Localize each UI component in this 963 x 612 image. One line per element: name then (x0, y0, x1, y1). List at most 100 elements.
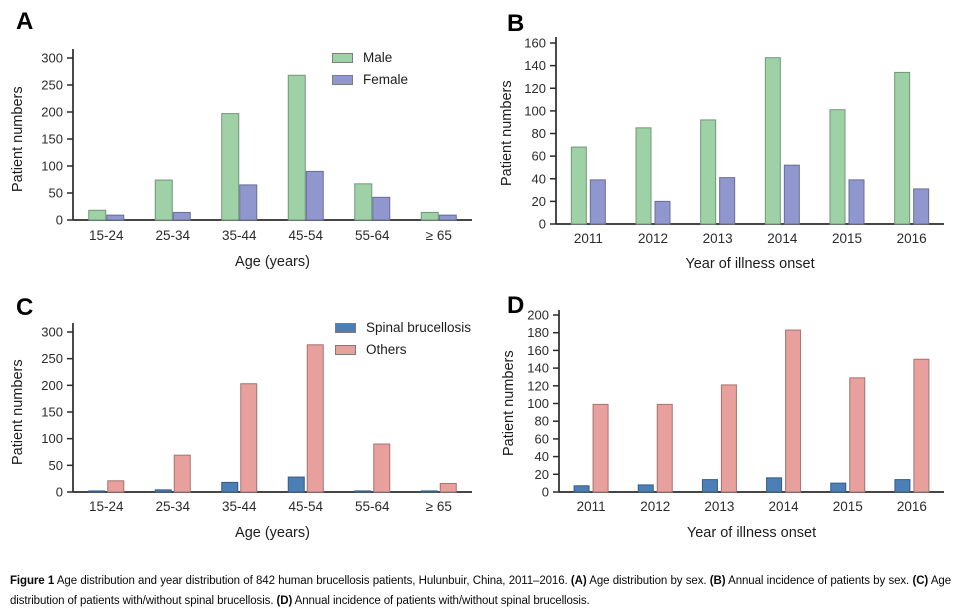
bar-female-2011 (589, 179, 606, 225)
x-tick-label: 2016 (897, 231, 927, 246)
bar-spinal-brucellosis-2011 (573, 485, 590, 493)
y-tick-label: 160 (524, 36, 546, 51)
x-axis-label: Age (years) (235, 525, 310, 541)
y-tick-label: 160 (527, 343, 549, 358)
x-tick-label: 15-24 (89, 228, 124, 243)
legend-item: Female (332, 72, 408, 87)
x-tick-label: 2012 (640, 499, 670, 514)
legend-item: Others (335, 342, 471, 357)
y-tick-label: 20 (535, 467, 549, 482)
figure-caption: Figure 1 Age distribution and year distr… (10, 572, 951, 612)
x-tick-label: 35-44 (222, 228, 257, 243)
x-tick-label: 2013 (703, 231, 733, 246)
x-tick-label: ≥ 65 (426, 228, 452, 243)
x-tick-label: 55-64 (355, 499, 390, 514)
y-tick-label: 60 (532, 149, 546, 164)
y-tick-label: 50 (49, 458, 63, 473)
x-tick-label: 15-24 (89, 499, 124, 514)
bar-male-2013 (700, 119, 717, 225)
x-tick-label: ≥ 65 (426, 499, 452, 514)
x-tick-label: 45-54 (288, 228, 323, 243)
bar-female-55-64 (372, 196, 391, 221)
bar-spinal-brucellosis-35-44 (221, 481, 239, 493)
y-tick-label: 0 (56, 485, 63, 500)
y-tick-label: 100 (41, 159, 63, 174)
legend-label: Others (366, 342, 407, 357)
bar-spinal-brucellosis-55-64 (354, 490, 372, 493)
y-tick-label: 150 (41, 405, 63, 420)
y-tick-label: 180 (527, 325, 549, 340)
bar-male-2014 (764, 57, 781, 225)
bar-chart-year-by-spinal: 0 20 40 60 80 100 120 140 160 180 200 2011 2012 2013 2… (527, 308, 944, 514)
x-tick-label: 2015 (833, 499, 863, 514)
bar-female-45-54 (305, 170, 324, 221)
bar-others-15-24 (107, 480, 125, 493)
caption-text-segment: Age distribution of patients with/withou… (10, 575, 951, 607)
panel-label-b: B (507, 10, 525, 37)
panel-label-c: C (16, 294, 34, 321)
legend: Male Female (332, 50, 408, 87)
y-tick-label: 120 (524, 81, 546, 96)
x-tick-label: 2011 (577, 499, 606, 514)
y-tick-label: 100 (524, 103, 546, 118)
x-tick-label: 2011 (574, 231, 603, 246)
caption-text-segment: Annual incidence of patients with/withou… (292, 594, 590, 607)
y-tick-label: 200 (41, 378, 63, 393)
y-tick-label: 100 (527, 396, 549, 411)
bar-female-2013 (719, 177, 736, 225)
bar-spinal-brucellosis-45-54 (287, 476, 305, 493)
bar-male-2012 (635, 127, 652, 225)
caption-bold-segment: (C) (912, 575, 929, 587)
x-axis-label: Year of illness onset (685, 256, 815, 272)
bar-spinal-brucellosis-2013 (701, 479, 718, 493)
bar-male--65 (420, 211, 439, 221)
panel-label-a: A (16, 8, 34, 35)
panel-label-d: D (507, 292, 525, 319)
bar-others--65 (439, 482, 457, 493)
y-tick-label: 200 (41, 105, 63, 120)
y-tick-label: 150 (41, 132, 63, 147)
legend-swatch-icon (335, 322, 356, 333)
bar-others-45-54 (306, 344, 324, 493)
bar-spinal-brucellosis-2014 (766, 477, 783, 493)
y-tick-label: 120 (527, 378, 549, 393)
bar-spinal-brucellosis-25-34 (154, 489, 172, 493)
bar-male-2016 (894, 71, 911, 225)
caption-text-segment: Annual incidence of patients by sex. (725, 575, 913, 587)
caption-text-segment: Age distribution and year distribution o… (54, 575, 571, 587)
y-tick-label: 200 (527, 308, 549, 323)
bar-others-2015 (849, 377, 866, 493)
panel-c: C Patient numbers 0 50 100 150 200 250 300 15-2… (0, 280, 481, 560)
bar-spinal-brucellosis-2015 (830, 482, 847, 493)
x-tick-label: 55-64 (355, 228, 390, 243)
y-tick-label: 140 (524, 58, 546, 73)
legend-swatch-icon (335, 344, 356, 355)
y-tick-label: 0 (542, 485, 549, 500)
bar-female-2015 (848, 179, 865, 225)
bar-spinal-brucellosis-15-24 (88, 490, 106, 493)
y-tick-label: 250 (41, 78, 63, 93)
y-tick-label: 20 (532, 194, 546, 209)
bar-male-15-24 (88, 209, 107, 221)
bar-female-25-34 (172, 211, 191, 221)
bar-female-2016 (913, 188, 930, 225)
bar-male-45-54 (287, 74, 306, 221)
bar-others-55-64 (373, 443, 391, 493)
x-tick-label: 2015 (832, 231, 862, 246)
bar-chart-age-by-spinal: 0 50 100 150 200 250 300 15-24 25-34 35-44 45-54 55… (41, 323, 472, 514)
x-axis-label: Year of illness onset (686, 525, 817, 541)
legend-label: Spinal brucellosis (366, 320, 472, 335)
legend-label: Female (363, 72, 409, 87)
y-tick-label: 250 (41, 351, 63, 366)
legend: Spinal brucellosis Others (335, 320, 471, 357)
bar-others-35-44 (240, 383, 258, 493)
bar-others-2013 (720, 384, 737, 493)
y-tick-label: 300 (41, 325, 63, 340)
caption-bold-segment: (B) (709, 575, 726, 587)
bar-others-2011 (592, 403, 609, 493)
y-tick-label: 0 (539, 217, 546, 232)
x-tick-label: 2014 (769, 499, 800, 514)
y-tick-label: 40 (535, 449, 549, 464)
x-tick-label: 45-54 (288, 499, 323, 514)
bar-others-2014 (785, 329, 802, 493)
